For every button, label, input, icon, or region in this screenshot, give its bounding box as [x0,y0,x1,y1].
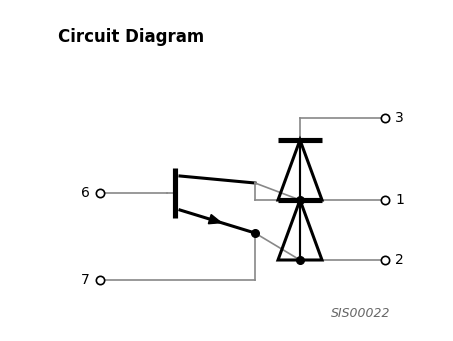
Text: Circuit Diagram: Circuit Diagram [58,28,204,46]
Text: 3: 3 [395,111,404,125]
Text: 6: 6 [81,186,90,200]
Polygon shape [208,214,221,224]
Text: SIS00022: SIS00022 [331,307,390,320]
Text: 7: 7 [81,273,90,287]
Text: 1: 1 [395,193,404,207]
Text: 2: 2 [395,253,404,267]
